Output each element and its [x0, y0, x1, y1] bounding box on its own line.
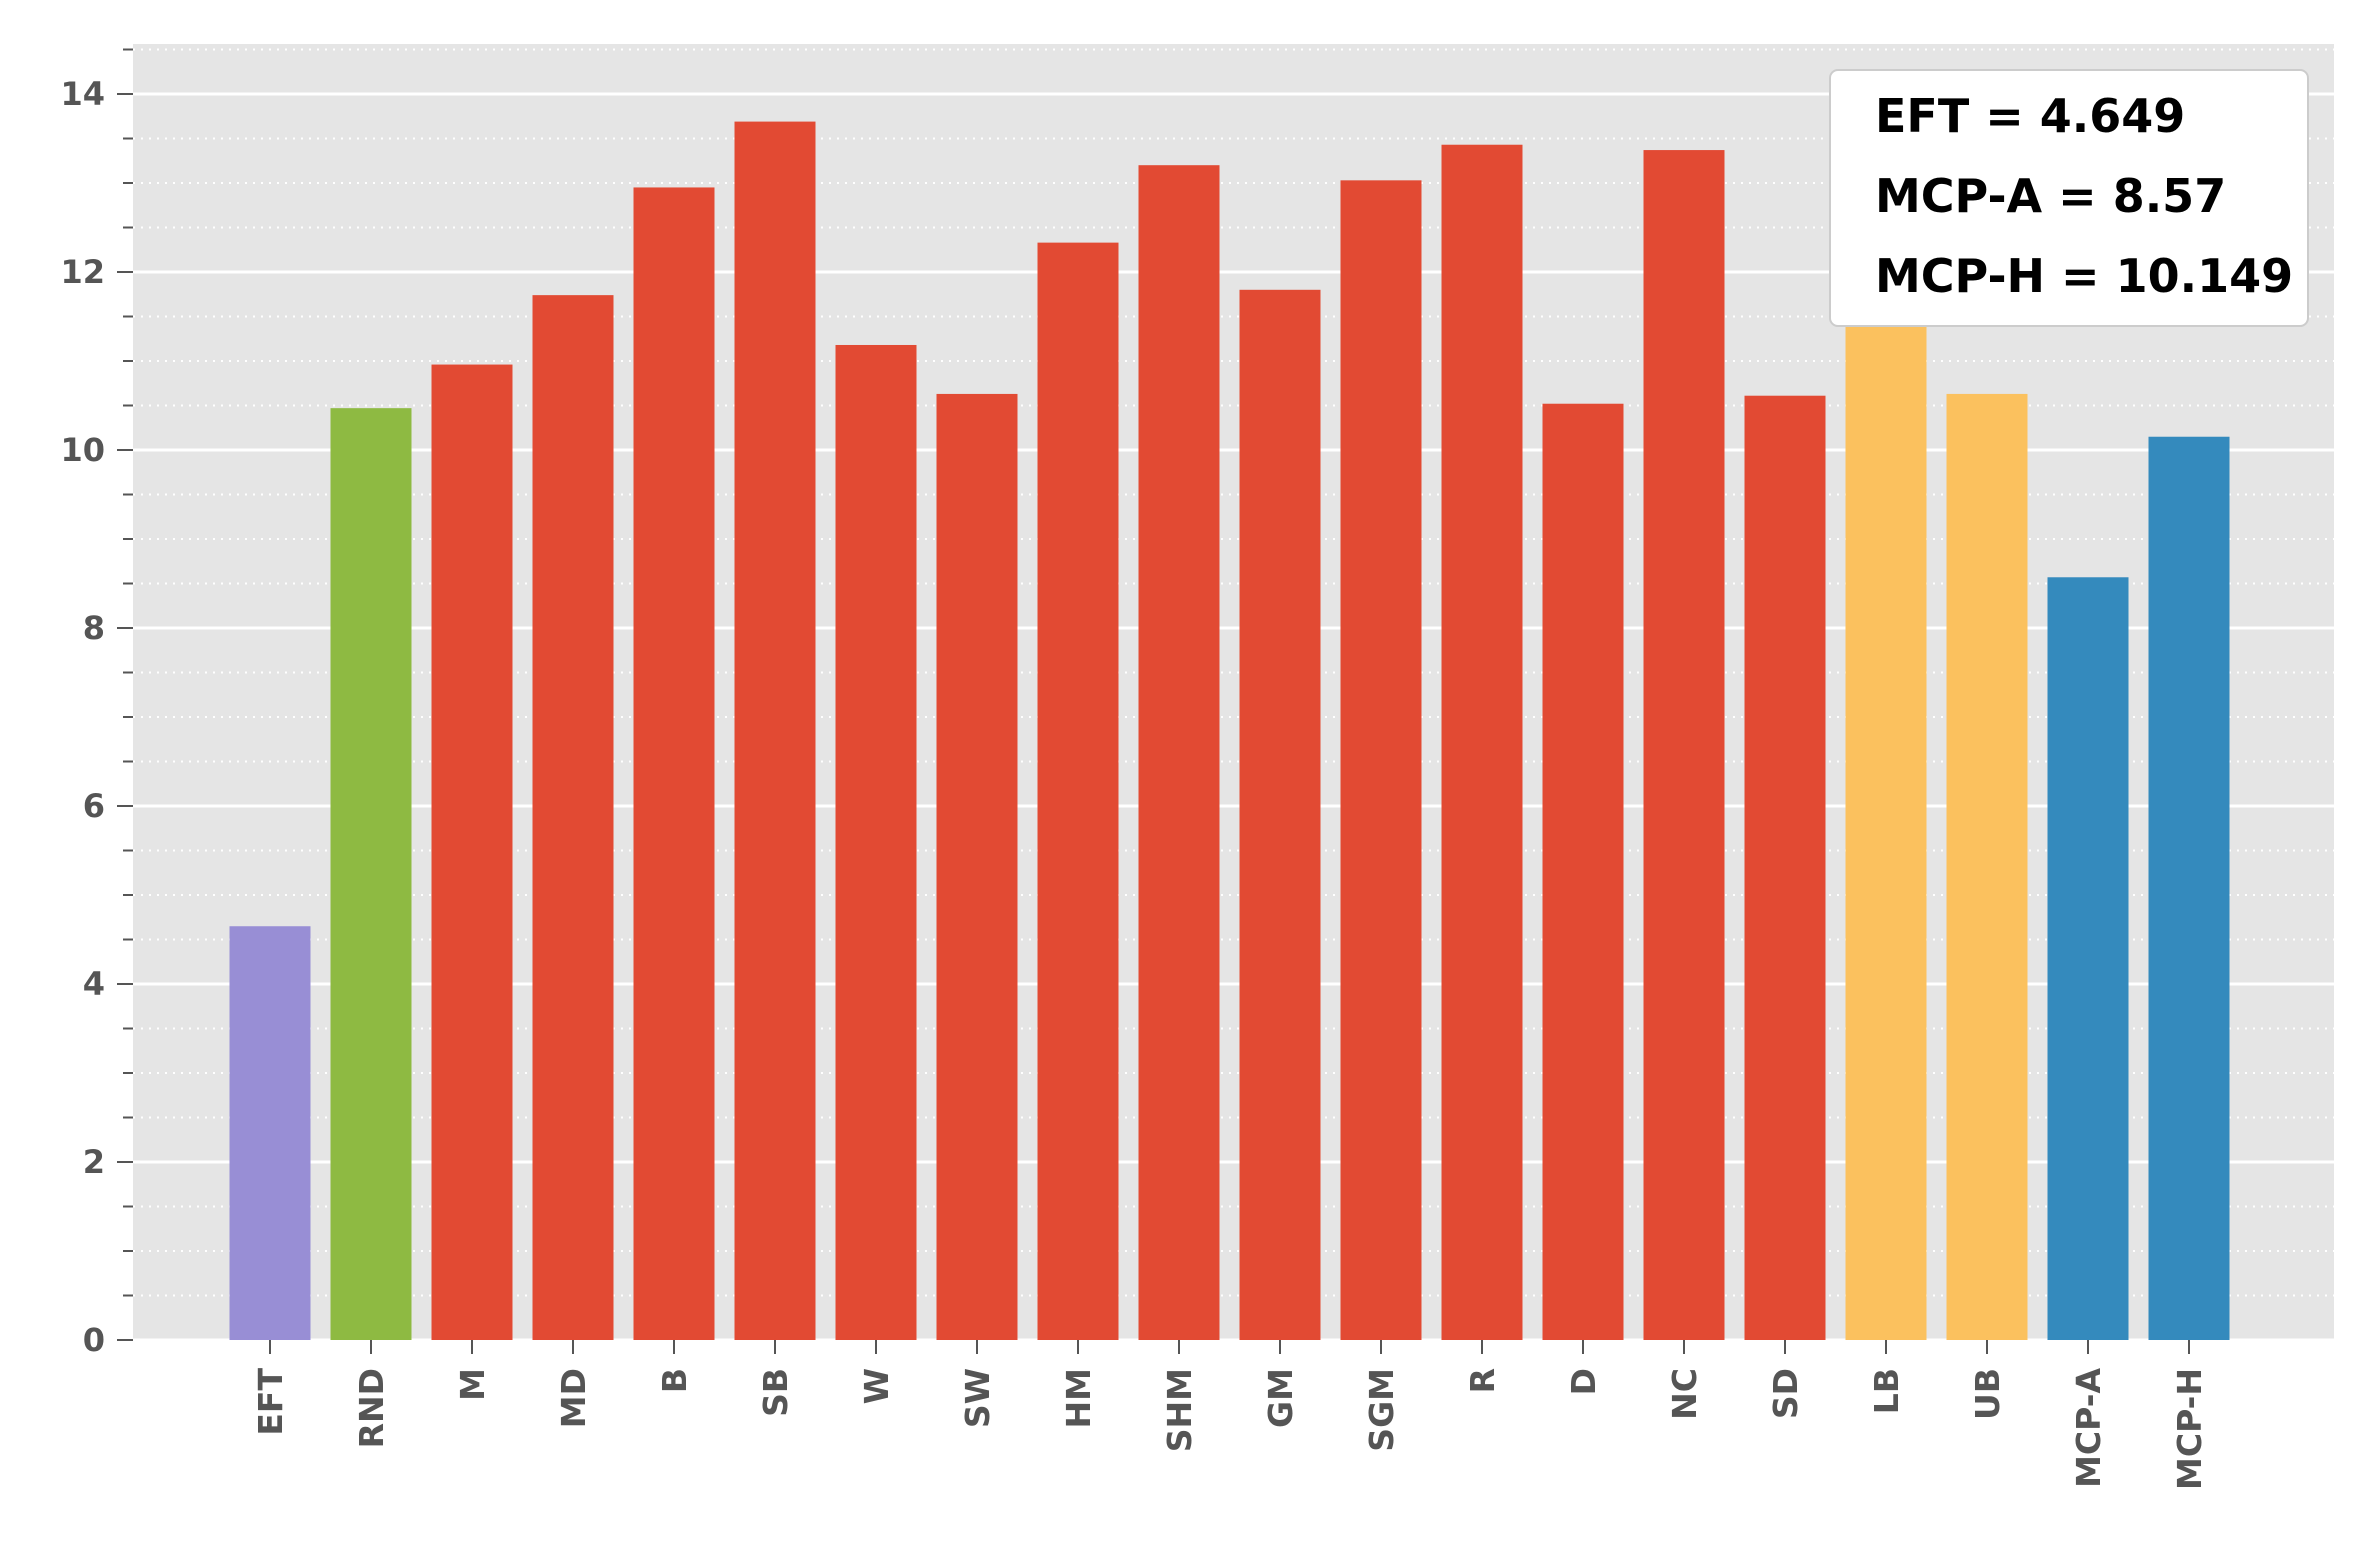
- bar-r: [1441, 144, 1523, 1341]
- bar-rnd: [330, 408, 412, 1340]
- y-tick-label: 2: [83, 1143, 105, 1181]
- x-tick-label: SHM: [1160, 1368, 1199, 1452]
- bar-lb: [1845, 325, 1927, 1340]
- bar-w: [835, 344, 917, 1341]
- x-tick-label: D: [1564, 1368, 1603, 1395]
- bar-mcp-a: [2047, 577, 2129, 1340]
- y-tick-label: 0: [83, 1321, 105, 1359]
- x-tick-label: M: [453, 1368, 492, 1401]
- annotation-line: MCP-A = 8.57: [1875, 169, 2226, 223]
- x-tick-label: MD: [554, 1368, 593, 1428]
- annotation-background: [1829, 69, 2309, 327]
- x-tick-label: EFT: [251, 1368, 290, 1436]
- x-tick-label: SW: [958, 1368, 997, 1428]
- y-tick-label: 6: [83, 787, 105, 825]
- y-tick-label: 10: [60, 431, 105, 469]
- bar-m: [431, 364, 513, 1340]
- x-tick-label: W: [857, 1368, 896, 1404]
- x-tick-label: LB: [1867, 1368, 1906, 1414]
- x-tick-label: GM: [1261, 1368, 1300, 1428]
- bar-sb: [734, 121, 816, 1341]
- bar-shm: [1138, 165, 1220, 1341]
- x-tick-label: RND: [352, 1368, 391, 1448]
- bar-sd: [1744, 395, 1826, 1341]
- x-tick-label: MCP-H: [2170, 1368, 2209, 1490]
- bar-d: [1542, 403, 1624, 1341]
- bar-hm: [1037, 242, 1119, 1340]
- x-tick-label: HM: [1059, 1368, 1098, 1428]
- bar-b: [633, 187, 715, 1341]
- annotation-line: MCP-H = 10.149: [1875, 249, 2293, 303]
- x-tick-label: NC: [1665, 1368, 1704, 1420]
- bar-sgm: [1340, 180, 1422, 1341]
- x-tick-label: R: [1463, 1368, 1502, 1393]
- bar-sw: [936, 393, 1018, 1340]
- x-tick-label: B: [655, 1368, 694, 1393]
- annotation-line: EFT = 4.649: [1875, 89, 2185, 143]
- y-tick-label: 8: [83, 609, 105, 647]
- x-tick-label: SD: [1766, 1368, 1805, 1419]
- y-tick-label: 14: [60, 75, 105, 113]
- x-axis: EFT RND M MD B SB W SW HM SHM GM SGM R D NC SD LB UB MCP-A…: [251, 1340, 2209, 1490]
- y-tick-label: 4: [83, 965, 105, 1003]
- x-tick-label: UB: [1968, 1368, 2007, 1420]
- bars: [229, 121, 2230, 1341]
- bar-eft: [229, 926, 311, 1340]
- bar-md: [532, 295, 614, 1340]
- bar-nc: [1643, 150, 1725, 1340]
- y-axis: 0 2 4 6 8 10 12 14: [60, 48, 133, 1359]
- x-tick-label: SGM: [1362, 1368, 1401, 1452]
- annotation-box: EFT = 4.649 MCP-A = 8.57 MCP-H = 10.149: [1829, 69, 2309, 327]
- x-tick-label: MCP-A: [2069, 1368, 2108, 1488]
- bar-mcp-h: [2148, 436, 2230, 1340]
- bar-gm: [1239, 289, 1321, 1340]
- y-tick-label: 12: [60, 253, 105, 291]
- x-tick-label: SB: [756, 1368, 795, 1417]
- bar-ub: [1946, 393, 2028, 1340]
